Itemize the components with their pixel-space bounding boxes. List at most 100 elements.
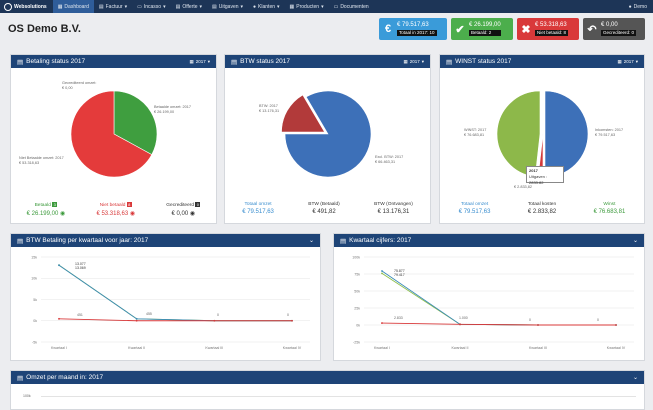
point-label: 1.000	[459, 316, 468, 320]
year-value: 2017	[409, 59, 420, 64]
nav-producten[interactable]: ▦ Producten ▾	[285, 0, 329, 13]
stat-value: € 2.833,82	[527, 209, 557, 215]
summary-amount: € 26.199,00	[469, 22, 501, 28]
data-point[interactable]	[537, 324, 539, 326]
nav-label: Klanten	[258, 3, 276, 10]
summary-gecrediteerd[interactable]: ↶ € 0,00 Gecrediteerd: 0	[583, 18, 645, 40]
data-point[interactable]	[459, 323, 461, 326]
panel-betaling-status: ▤ Betaling status 2017 ▦ 2017 ▾ Gecreditee…	[10, 54, 217, 224]
panel-kwartaal-cijfers: ▤ Kwartaal cijfers: 2017 ⌄ 100k 75k 50k 25k…	[333, 233, 645, 361]
stat-value: € 76.683,81	[593, 209, 626, 215]
nav-incasso[interactable]: ▭ Incasso ▾	[132, 0, 170, 13]
year-dropdown[interactable]: ▦ 2017 ▾	[403, 59, 424, 65]
chevron-down-icon[interactable]: ⌄	[308, 238, 314, 244]
eye-icon[interactable]: ◉	[59, 210, 66, 217]
panel-title: BTW status 2017	[240, 58, 291, 65]
nav-offerte[interactable]: ▤ Offerte ▾	[171, 0, 207, 13]
chevron-down-icon[interactable]: ⌄	[632, 375, 638, 381]
nav-klanten[interactable]: ● Klanten ▾	[248, 0, 285, 13]
data-point[interactable]	[58, 317, 60, 320]
data-point[interactable]	[135, 317, 138, 320]
year-value: 2017	[623, 59, 634, 64]
eye-icon[interactable]: ◉	[129, 210, 136, 217]
pie-slice-excl-btw[interactable]	[284, 90, 372, 178]
data-point[interactable]	[381, 270, 383, 272]
panel-header: ▤ Betaling status 2017 ▦ 2017 ▾	[11, 55, 216, 68]
data-point[interactable]	[291, 319, 293, 322]
pie-slice-niet-betaalde-omzet[interactable]	[70, 90, 153, 178]
brand-name: Websolutions	[14, 3, 47, 10]
series-line-1	[58, 264, 292, 322]
point-label: 451	[77, 313, 83, 317]
top-navbar: Websolutions ▦ Dashboard ▤ Factuur ▾ ▭ Incas…	[0, 0, 653, 13]
point-label: 2.833	[394, 316, 403, 320]
data-point[interactable]	[615, 324, 617, 326]
point-label: 79.417	[394, 273, 405, 277]
nav-dashboard[interactable]: ▦ Dashboard	[52, 0, 94, 13]
user-menu[interactable]: ● Demo	[629, 4, 653, 10]
summary-niet-betaald[interactable]: ✖ € 53.318,63 Niet betaald: 8	[517, 18, 579, 40]
label-inkomsten: Inkomsten: 2017 € 79.517,63	[595, 128, 623, 137]
stat-label: Totaal omzet	[244, 202, 272, 207]
year-dropdown[interactable]: ▦ 2017 ▾	[189, 59, 210, 65]
caret-icon: ▾	[635, 58, 638, 64]
brand[interactable]: Websolutions	[0, 2, 53, 11]
label-value: € 26.199,00	[154, 109, 175, 114]
series-line-2	[381, 322, 616, 326]
point-label: 0	[529, 318, 531, 322]
x-tick-label: Kwartaal III	[529, 346, 547, 350]
user-icon: ●	[628, 3, 632, 10]
label-winst: WINST: 2017 € 76.683,81	[464, 128, 486, 137]
stat-label: BTW (Betaald)	[308, 202, 340, 207]
pie-slice-btw[interactable]	[281, 94, 326, 133]
nav-uitgaven[interactable]: ▤ Uitgaven ▾	[207, 0, 248, 13]
y-tick-label: 75k	[354, 272, 360, 276]
data-point[interactable]	[381, 322, 383, 324]
nav-factuur[interactable]: ▤ Factuur ▾	[94, 0, 132, 13]
label-niet-betaald: Niet Betaalde omzet: 2017 € 53.318,63	[19, 156, 64, 165]
card-icon: ▭	[137, 3, 142, 10]
eye-icon[interactable]: ◉	[189, 210, 196, 217]
summary-sub: Gecrediteerd: 0	[601, 30, 637, 36]
label-betaald: Betaalde omzet: 2017 € 26.199,00	[154, 105, 191, 114]
x-tick-label: Kwartaal II	[128, 346, 145, 350]
stat-label: Winst	[603, 202, 616, 207]
grid-line	[41, 396, 636, 397]
data-point[interactable]	[135, 319, 138, 322]
kwartaal-line-chart: 100k 75k 50k 25k 0k -25k Kwartaal I Kwartaal II…	[352, 255, 634, 350]
label-value: € 79.517,63	[595, 132, 616, 137]
user-name: Demo	[633, 3, 647, 10]
doc-icon: ▤	[175, 3, 181, 10]
reply-icon: ↶	[587, 23, 597, 36]
x-tick-label: Kwartaal II	[452, 346, 469, 350]
caret-icon: ▾	[421, 58, 424, 64]
nav-label: Incasso	[143, 3, 162, 10]
stat-value: € 491,82	[312, 209, 336, 215]
summary-total[interactable]: € € 79.517,63 Totaal in 2017: 10	[379, 18, 447, 40]
pie-slice-inkomsten[interactable]	[544, 90, 589, 178]
pie-slice-winst[interactable]	[496, 90, 541, 178]
chart-icon: ▤	[340, 237, 347, 245]
stat-value: € 53.318,63	[96, 210, 129, 217]
nav-label: Offerte	[182, 3, 198, 10]
stat-totaal-kosten: Totaal kosten € 2.833,82	[528, 202, 556, 215]
panel-winst-status: ▤ WINST status 2017 ▦ 2017 ▾ WINST: 2017 € …	[439, 54, 645, 224]
data-point[interactable]	[381, 272, 383, 275]
label-btw: BTW: 2017 € 13.176,31	[259, 104, 279, 113]
label-gecrediteerd: Gecrediteerd omzet: € 0,00	[62, 81, 96, 90]
nav-documenten[interactable]: ▭ Documenten	[329, 0, 374, 13]
stat-value: € 0,00	[171, 210, 189, 217]
label-value: € 76.683,81	[464, 132, 485, 137]
chevron-down-icon[interactable]: ⌄	[632, 238, 638, 244]
summary-betaald[interactable]: ✔ € 26.199,00 Betaald: 2	[451, 18, 513, 40]
data-point[interactable]	[213, 319, 216, 322]
year-dropdown[interactable]: ▦ 2017 ▾	[617, 59, 638, 65]
data-point[interactable]	[58, 264, 60, 267]
calendar-icon: ▦	[403, 58, 408, 64]
panel-btw-betaling-kwartaal: ▤ BTW Betaling per kwartaal voor jaar: 2…	[10, 233, 321, 361]
close-icon: ✖	[521, 23, 531, 36]
stat-gecrediteerd: Gecrediteerd 0 € 0,00 ◉	[166, 202, 201, 217]
pie-slice-betaalde-omzet[interactable]	[113, 90, 158, 155]
chart-icon: ▤	[17, 374, 24, 382]
caret-icon: ▾	[124, 3, 128, 10]
